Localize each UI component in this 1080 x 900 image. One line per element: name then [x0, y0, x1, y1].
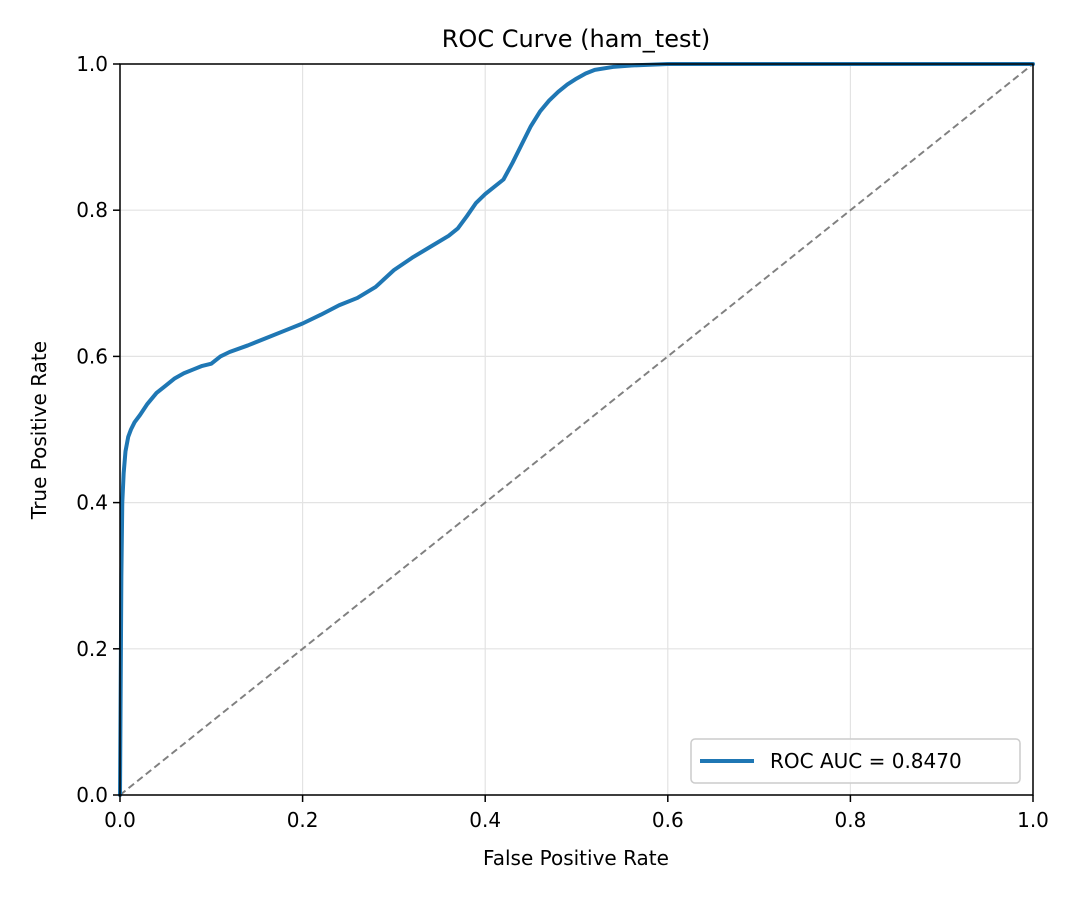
x-tick-label: 0.2 [287, 808, 319, 832]
y-tick-label: 0.0 [76, 783, 108, 807]
x-tick-label: 0.0 [104, 808, 136, 832]
x-tick-label: 0.6 [652, 808, 684, 832]
legend-label-roc: ROC AUC = 0.8470 [770, 749, 962, 773]
y-tick-label: 0.6 [76, 344, 108, 368]
chart-title: ROC Curve (ham_test) [442, 25, 711, 53]
legend-box [690, 738, 1021, 784]
plot-frame [119, 63, 1034, 796]
x-tick-label: 0.4 [469, 808, 501, 832]
y-tick-label: 0.4 [76, 491, 108, 515]
x-axis-label: False Positive Rate [483, 846, 669, 870]
y-axis-label: True Positive Rate [27, 341, 51, 520]
x-tick-label: 1.0 [1017, 808, 1049, 832]
x-axis-ticks: 0.0 0.2 0.4 0.6 0.8 1.0 [104, 795, 1049, 832]
grid-layer [119, 63, 1034, 796]
x-tick-label: 0.8 [834, 808, 866, 832]
legend: ROC AUC = 0.8470 [690, 738, 1021, 784]
roc-curve-line [118, 62, 1035, 797]
y-tick-label: 0.2 [76, 637, 108, 661]
y-axis-ticks: 0.0 0.2 0.4 0.6 0.8 1.0 [76, 52, 120, 807]
y-tick-label: 1.0 [76, 52, 108, 76]
diagonal-reference-line [119, 63, 1034, 796]
y-tick-label: 0.8 [76, 198, 108, 222]
